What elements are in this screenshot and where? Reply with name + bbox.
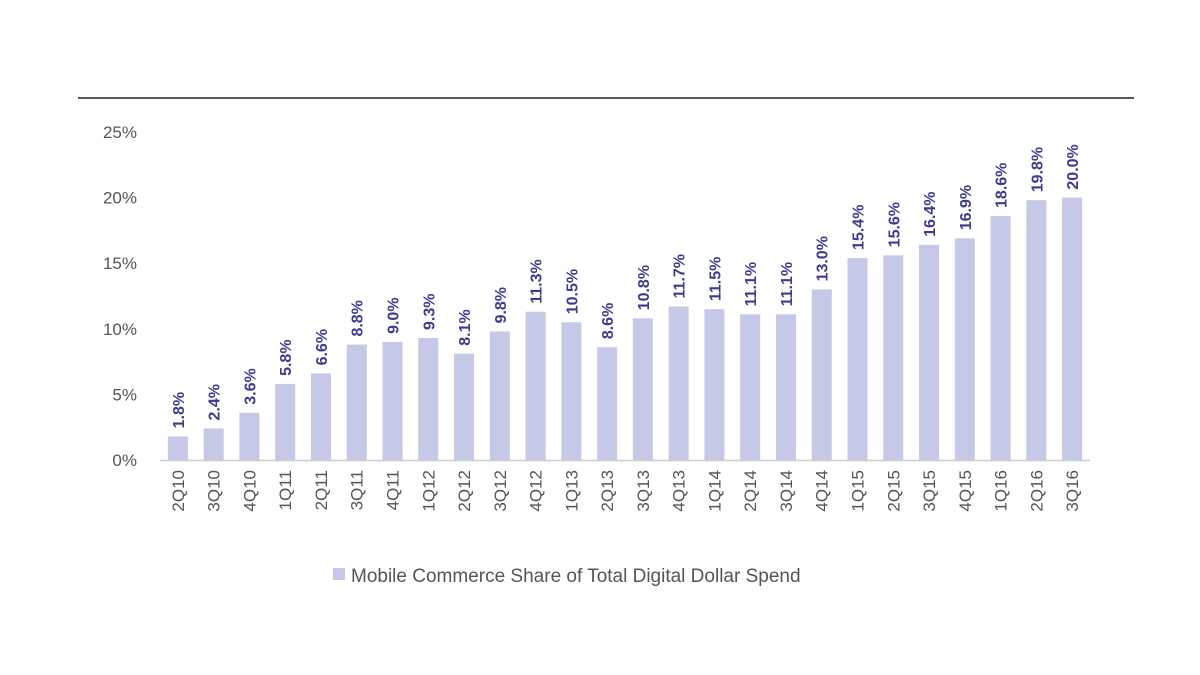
data-label: 11.5% bbox=[707, 257, 724, 301]
bar bbox=[668, 306, 689, 460]
category-label: 2Q14 bbox=[741, 470, 760, 512]
bar bbox=[1062, 197, 1083, 460]
y-axis-ticks: 0% 5% 10% 15% 20% 25% bbox=[103, 123, 137, 470]
category-label: 3Q13 bbox=[634, 470, 653, 512]
y-tick-label: 5% bbox=[112, 385, 137, 404]
bar bbox=[346, 344, 367, 460]
bar bbox=[418, 337, 439, 460]
category-label: 1Q11 bbox=[276, 470, 295, 510]
data-label: 9.0% bbox=[386, 297, 403, 333]
category-label: 2Q16 bbox=[1027, 470, 1046, 512]
bar bbox=[597, 347, 618, 460]
data-label: 16.9% bbox=[958, 185, 975, 230]
y-tick-label: 25% bbox=[103, 123, 137, 142]
bar bbox=[525, 311, 546, 460]
data-labels: 1.8% 2.4% 3.6% 5.8% 6.6% 8.8% 9.0% 9.3% 8.1% 9.8%… bbox=[171, 144, 1082, 428]
y-tick-label: 15% bbox=[103, 254, 137, 273]
data-label: 1.8% bbox=[171, 392, 188, 428]
category-label: 3Q16 bbox=[1063, 470, 1082, 512]
data-label: 10.5% bbox=[564, 269, 581, 314]
category-label: 3Q11 bbox=[348, 470, 367, 510]
category-label: 4Q11 bbox=[384, 470, 403, 510]
legend-swatch bbox=[333, 568, 345, 580]
data-label: 8.6% bbox=[600, 303, 617, 339]
bar bbox=[275, 383, 296, 460]
bar bbox=[203, 428, 224, 460]
bar bbox=[632, 318, 653, 460]
bar bbox=[561, 322, 582, 460]
category-label: 3Q10 bbox=[205, 470, 224, 512]
category-label: 4Q14 bbox=[813, 470, 832, 512]
data-label: 5.8% bbox=[278, 339, 295, 375]
category-label: 1Q16 bbox=[992, 470, 1011, 512]
bar bbox=[704, 309, 725, 460]
category-label: 1Q15 bbox=[849, 470, 868, 512]
data-label: 9.3% bbox=[421, 294, 438, 330]
bar bbox=[775, 314, 796, 460]
category-label: 1Q12 bbox=[419, 470, 438, 512]
bar bbox=[310, 373, 331, 460]
data-label: 9.8% bbox=[493, 287, 510, 323]
y-tick-label: 20% bbox=[103, 189, 137, 208]
data-label: 11.1% bbox=[779, 262, 796, 306]
legend: Mobile Commerce Share of Total Digital D… bbox=[333, 566, 801, 587]
bar bbox=[740, 314, 761, 460]
bar bbox=[990, 215, 1011, 460]
category-label: 4Q13 bbox=[670, 470, 689, 512]
legend-label: Mobile Commerce Share of Total Digital D… bbox=[351, 566, 801, 587]
data-label: 18.6% bbox=[994, 163, 1011, 208]
data-label: 15.6% bbox=[886, 202, 903, 247]
category-label: 3Q15 bbox=[920, 470, 939, 512]
bar bbox=[1026, 200, 1047, 460]
bar bbox=[847, 257, 868, 460]
bar-series bbox=[167, 197, 1083, 460]
category-label: 2Q10 bbox=[169, 470, 188, 512]
data-label: 3.6% bbox=[242, 368, 259, 404]
data-label: 15.4% bbox=[851, 205, 868, 250]
category-label: 3Q14 bbox=[777, 470, 796, 512]
bar bbox=[239, 412, 260, 460]
category-label: 2Q13 bbox=[598, 470, 617, 512]
data-label: 6.6% bbox=[314, 329, 331, 365]
data-label: 8.8% bbox=[350, 300, 367, 336]
data-label: 8.1% bbox=[457, 309, 474, 345]
bar bbox=[954, 238, 975, 460]
y-tick-label: 10% bbox=[103, 320, 137, 339]
bar bbox=[167, 436, 188, 460]
bar bbox=[382, 341, 403, 460]
data-label: 19.8% bbox=[1029, 147, 1046, 192]
category-label: 1Q14 bbox=[705, 470, 724, 512]
data-label: 10.8% bbox=[636, 265, 653, 310]
data-label: 11.1% bbox=[743, 262, 760, 306]
category-label: 2Q12 bbox=[455, 470, 474, 512]
data-label: 20.0% bbox=[1065, 144, 1082, 189]
data-label: 11.3% bbox=[529, 259, 546, 303]
bar bbox=[811, 289, 832, 460]
data-label: 2.4% bbox=[207, 384, 224, 420]
category-label: 2Q11 bbox=[312, 470, 331, 510]
bar bbox=[454, 353, 475, 460]
category-label: 1Q13 bbox=[562, 470, 581, 512]
data-label: 16.4% bbox=[922, 191, 939, 236]
data-label: 11.7% bbox=[672, 254, 689, 298]
category-label: 4Q15 bbox=[956, 470, 975, 512]
category-label: 4Q12 bbox=[527, 470, 546, 512]
y-tick-label: 0% bbox=[112, 451, 137, 470]
bar bbox=[489, 331, 510, 460]
data-label: 13.0% bbox=[815, 236, 832, 281]
category-label: 2Q15 bbox=[884, 470, 903, 512]
bar bbox=[919, 244, 940, 460]
category-label: 4Q10 bbox=[240, 470, 259, 512]
category-labels: 2Q10 3Q10 4Q10 1Q11 2Q11 3Q11 4Q11 1Q12 2Q12 3Q12… bbox=[169, 470, 1082, 512]
category-label: 3Q12 bbox=[491, 470, 510, 512]
bar bbox=[883, 255, 904, 460]
